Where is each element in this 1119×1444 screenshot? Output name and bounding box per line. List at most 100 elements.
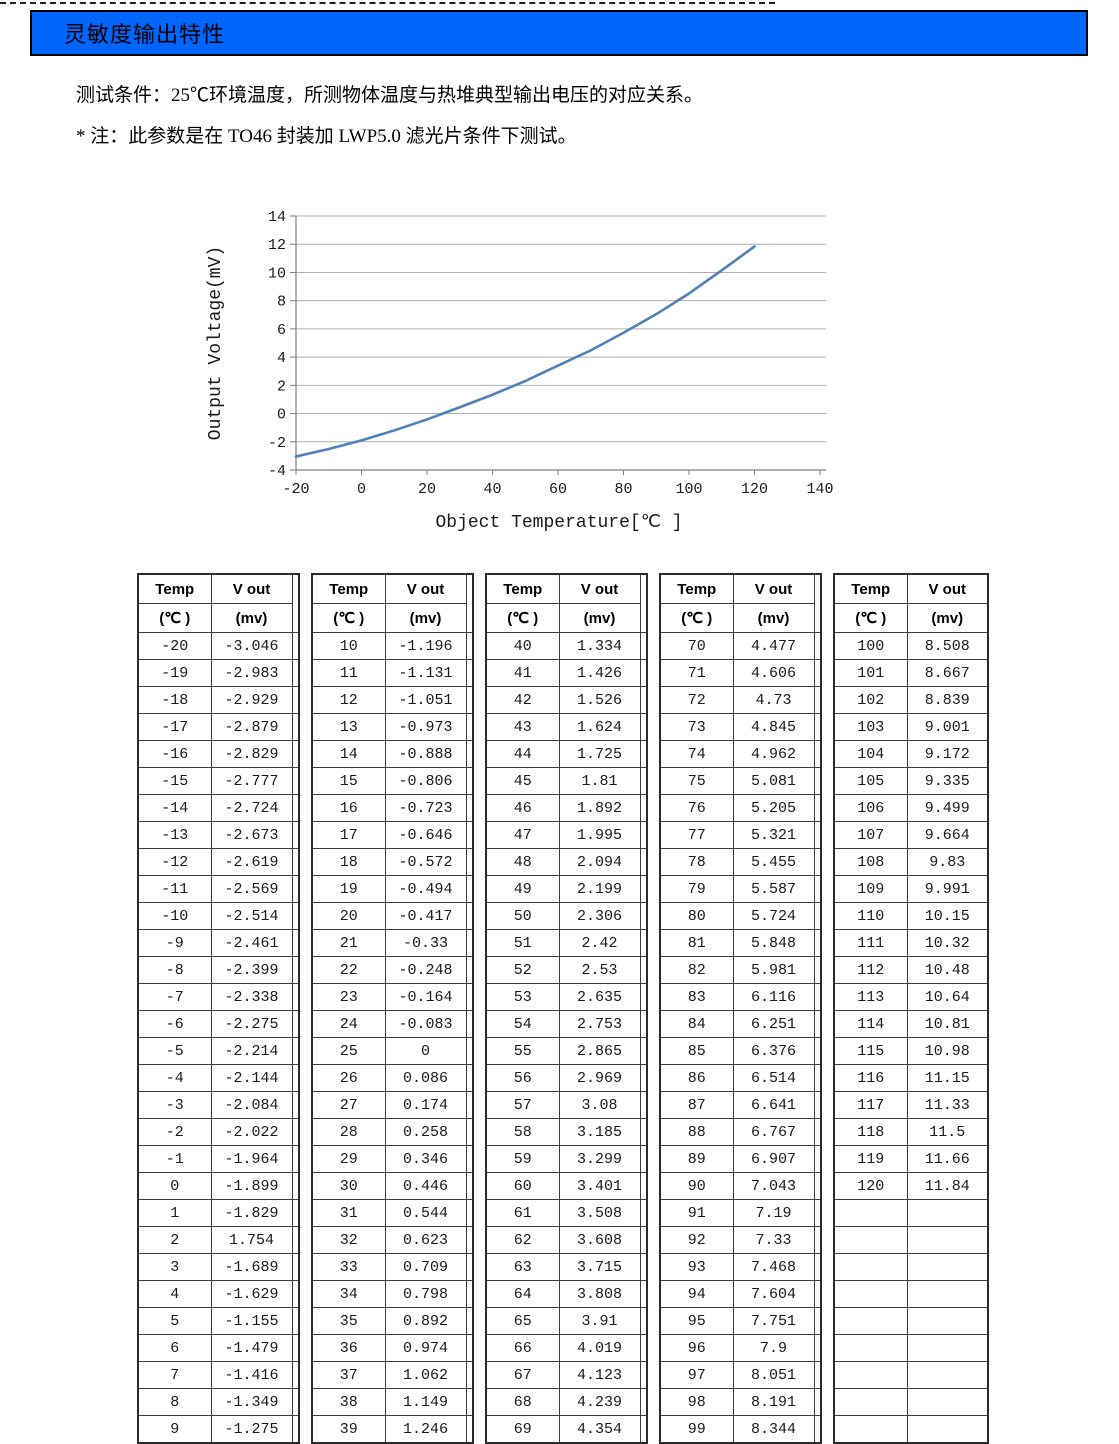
temp-cell: 87 <box>659 1091 734 1119</box>
vout-cell: 10.81 <box>906 1010 989 1038</box>
spacer-cell <box>639 821 648 849</box>
vout-cell: 1.149 <box>384 1388 467 1416</box>
temp-cell: 50 <box>485 902 560 930</box>
vout-cell: 9.001 <box>906 713 989 741</box>
vout-cell: 7.043 <box>732 1172 815 1200</box>
page-top-dashed-rule <box>0 2 775 4</box>
spacer-column <box>639 573 648 633</box>
vout-cell: 1.426 <box>558 659 641 687</box>
y-tick-label: 4 <box>277 350 286 367</box>
table-row <box>833 1361 989 1389</box>
vout-cell: 4.239 <box>558 1388 641 1416</box>
temp-cell: 73 <box>659 713 734 741</box>
vout-cell: -2.929 <box>210 686 293 714</box>
table-row: 52 2.53 <box>485 956 648 984</box>
table-row: 41 1.426 <box>485 659 648 687</box>
temp-header: Temp <box>485 573 560 604</box>
vout-cell: 6.641 <box>732 1091 815 1119</box>
table-row: 77 5.321 <box>659 821 822 849</box>
table-row: 19 -0.494 <box>311 875 474 903</box>
vout-cell: 1.246 <box>384 1415 467 1444</box>
spacer-cell <box>813 929 822 957</box>
x-tick-label: 20 <box>418 481 436 498</box>
temp-cell: 85 <box>659 1037 734 1065</box>
spacer-cell <box>465 875 474 903</box>
spacer-cell <box>465 1199 474 1227</box>
vout-cell: -2.673 <box>210 821 293 849</box>
vout-cell: 2.199 <box>558 875 641 903</box>
vout-cell: 3.401 <box>558 1172 641 1200</box>
table-row: 25 0 <box>311 1037 474 1065</box>
spacer-cell <box>639 686 648 714</box>
temp-cell: 96 <box>659 1334 734 1362</box>
table-row: -10 -2.514 <box>137 902 300 930</box>
table-row: 32 0.623 <box>311 1226 474 1254</box>
vout-unit-header: (mv) <box>732 603 815 633</box>
table-row: 17 -0.646 <box>311 821 474 849</box>
spacer-cell <box>291 686 300 714</box>
table-row: 62 3.608 <box>485 1226 648 1254</box>
chart-axes <box>290 215 826 475</box>
output-table-group-5: Temp V out (℃ ) (mv) 100 8.508 101 8.667 102 8.83… <box>833 573 989 1444</box>
vout-cell: -0.248 <box>384 956 467 984</box>
voltage-curve <box>294 245 756 458</box>
temp-cell: 24 <box>311 1010 386 1038</box>
table-row: 66 4.019 <box>485 1334 648 1362</box>
table-row: 102 8.839 <box>833 686 989 714</box>
vout-cell: 8.667 <box>906 659 989 687</box>
spacer-cell <box>291 1064 300 1092</box>
vout-cell: -2.275 <box>210 1010 293 1038</box>
spacer-column <box>465 573 474 633</box>
vout-cell: 2.53 <box>558 956 641 984</box>
table-row: -15 -2.777 <box>137 767 300 795</box>
table-row: -9 -2.461 <box>137 929 300 957</box>
temp-cell: -1 <box>137 1145 212 1173</box>
temp-cell: -16 <box>137 740 212 768</box>
temp-cell <box>833 1226 908 1254</box>
table-row: 58 3.185 <box>485 1118 648 1146</box>
vout-cell: 8.839 <box>906 686 989 714</box>
vout-header: V out <box>558 573 641 604</box>
temp-cell: 42 <box>485 686 560 714</box>
table-row: 27 0.174 <box>311 1091 474 1119</box>
spacer-cell <box>813 794 822 822</box>
table-row: 74 4.962 <box>659 740 822 768</box>
spacer-cell <box>813 1037 822 1065</box>
temp-unit-header: (℃ ) <box>311 603 386 633</box>
temp-header: Temp <box>137 573 212 604</box>
temp-cell: 48 <box>485 848 560 876</box>
temp-cell: 47 <box>485 821 560 849</box>
vout-unit-header: (mv) <box>384 603 467 633</box>
vout-cell: -1.629 <box>210 1280 293 1308</box>
temp-cell <box>833 1253 908 1281</box>
temp-cell: 11 <box>311 659 386 687</box>
spacer-cell <box>291 821 300 849</box>
temp-cell: 90 <box>659 1172 734 1200</box>
vout-cell: 1.995 <box>558 821 641 849</box>
temp-cell: 41 <box>485 659 560 687</box>
table-row: 51 2.42 <box>485 929 648 957</box>
vout-cell: 8.051 <box>732 1361 815 1389</box>
temp-cell: 59 <box>485 1145 560 1173</box>
x-tick-label: 80 <box>614 481 632 498</box>
temp-cell: 119 <box>833 1145 908 1173</box>
vout-cell: -2.399 <box>210 956 293 984</box>
temp-cell: 7 <box>137 1361 212 1389</box>
vout-cell: 0.974 <box>384 1334 467 1362</box>
temp-cell: 71 <box>659 659 734 687</box>
table-row: 35 0.892 <box>311 1307 474 1335</box>
temp-cell: 32 <box>311 1226 386 1254</box>
vout-cell: 6.251 <box>732 1010 815 1038</box>
table-row: 94 7.604 <box>659 1280 822 1308</box>
spacer-cell <box>465 983 474 1011</box>
vout-cell: 5.724 <box>732 902 815 930</box>
table-row: 23 -0.164 <box>311 983 474 1011</box>
temp-cell: 79 <box>659 875 734 903</box>
vout-cell <box>906 1388 989 1416</box>
vout-cell: 11.33 <box>906 1091 989 1119</box>
temp-cell: 10 <box>311 632 386 660</box>
output-table-group-3: Temp V out (℃ ) (mv) 40 1.334 41 1.426 42 1.526 43… <box>485 573 648 1444</box>
temp-cell: 0 <box>137 1172 212 1200</box>
spacer-cell <box>639 1172 648 1200</box>
